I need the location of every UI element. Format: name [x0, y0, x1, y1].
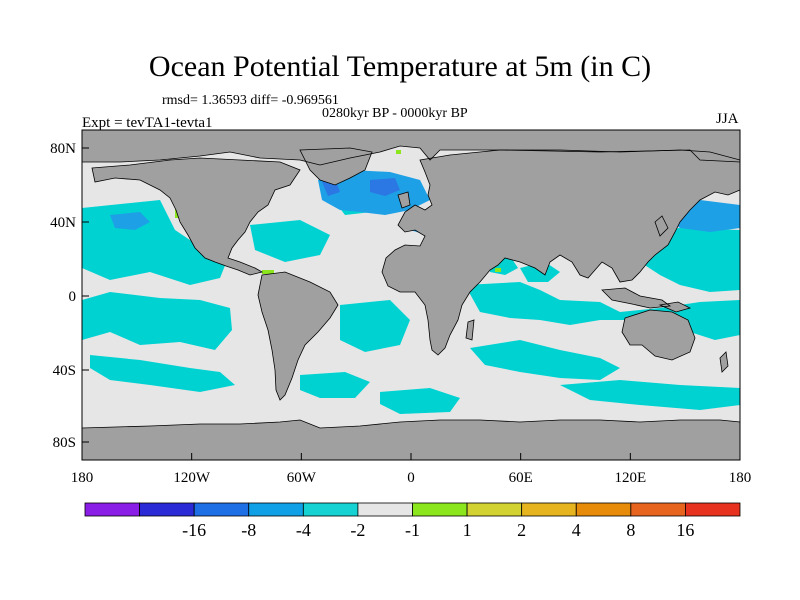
colorbar-swatch — [193, 502, 250, 517]
colorbar-swatch — [302, 502, 359, 517]
x-tick-label: 180 — [71, 470, 94, 486]
x-tick-label: 180 — [729, 470, 752, 486]
coastline — [381, 149, 741, 356]
y-tick-label: 40N — [50, 215, 76, 231]
colorbar-swatch — [84, 502, 140, 517]
colorbar-label: -4 — [296, 520, 311, 540]
coastline — [81, 129, 741, 166]
colorbar-swatch — [466, 502, 523, 517]
colorbar-label: -16 — [182, 520, 206, 540]
coastline — [397, 191, 411, 209]
coastline — [621, 309, 696, 361]
colorbar-label: 4 — [572, 520, 581, 540]
colorbar-swatch — [685, 502, 741, 517]
colorbar-label: -1 — [405, 520, 420, 540]
y-tick-label: 80S — [53, 435, 76, 451]
plot-title: Ocean Potential Temperature at 5m (in C) — [148, 50, 652, 83]
x-tick-label: 60E — [509, 470, 533, 486]
coastline — [81, 419, 741, 461]
colorbar-label: 1 — [463, 520, 472, 540]
colorbar-label: 16 — [676, 520, 694, 540]
coastline — [465, 319, 475, 341]
season-label: JJA — [716, 111, 739, 127]
coastline — [719, 351, 729, 373]
colorbar-swatch — [412, 502, 468, 517]
colorbar: -16 -8 -4 -2 -1 1 2 4 8 16 — [84, 502, 741, 540]
experiment-label: Expt = tevTA1-tevta1 — [82, 115, 213, 131]
y-tick-label: 0 — [69, 289, 77, 305]
stats-line: rmsd= 1.36593 diff= -0.969561 — [162, 93, 339, 108]
colorbar-label: -2 — [350, 520, 365, 540]
map-axes: 180 120W 60W 0 60E 120E 180 80N 40N 0 40S 80S — [50, 141, 751, 486]
coastline — [257, 271, 339, 401]
coastline — [601, 287, 672, 309]
coastline — [654, 215, 669, 237]
colorbar-swatch — [575, 502, 632, 517]
period-label: 0280kyr BP - 0000kyr BP — [322, 106, 468, 121]
colorbar-label: 8 — [626, 520, 635, 540]
y-tick-label: 80N — [50, 141, 76, 157]
map-panel — [81, 129, 741, 461]
colorbar-label: 2 — [517, 520, 526, 540]
coastline-layer — [81, 129, 741, 461]
coastline — [91, 157, 301, 276]
colorbar-label: -8 — [241, 520, 256, 540]
colorbar-swatch — [248, 502, 304, 517]
colorbar-swatch — [521, 502, 577, 517]
colorbar-swatch — [630, 502, 686, 517]
colorbar-swatch — [357, 502, 413, 517]
coastline — [299, 147, 373, 186]
coastline — [658, 301, 692, 313]
x-tick-label: 120E — [614, 470, 646, 486]
x-tick-label: 120W — [173, 470, 211, 486]
colorbar-swatch — [139, 502, 195, 517]
x-tick-label: 60W — [287, 470, 317, 486]
x-tick-label: 0 — [407, 470, 415, 486]
y-tick-label: 40S — [53, 363, 76, 379]
